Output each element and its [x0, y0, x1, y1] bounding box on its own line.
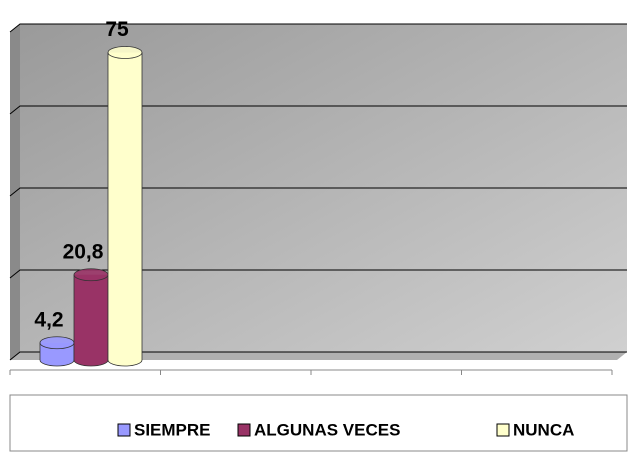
legend-swatch	[496, 423, 510, 437]
legend-label: ALGUNAS VECES	[254, 420, 400, 439]
bar-top	[39, 336, 75, 350]
grid-line	[9, 187, 627, 197]
legend-swatch	[237, 423, 251, 437]
bar	[108, 52, 142, 360]
grid-line	[9, 23, 627, 33]
grid-line	[9, 269, 627, 279]
legend-swatch	[117, 423, 131, 437]
bar-top	[73, 268, 109, 282]
floor	[10, 352, 627, 360]
legend-label: NUNCA	[513, 420, 574, 439]
legend-box	[9, 394, 628, 452]
value-label: 4,2	[34, 308, 63, 331]
bar-top	[107, 46, 143, 59]
value-label: 20,8	[63, 240, 104, 263]
legend-label: SIEMPRE	[134, 420, 211, 439]
value-label: 75	[105, 18, 129, 41]
grid-line	[9, 351, 627, 361]
bar	[74, 274, 108, 360]
grid-line	[9, 105, 627, 115]
